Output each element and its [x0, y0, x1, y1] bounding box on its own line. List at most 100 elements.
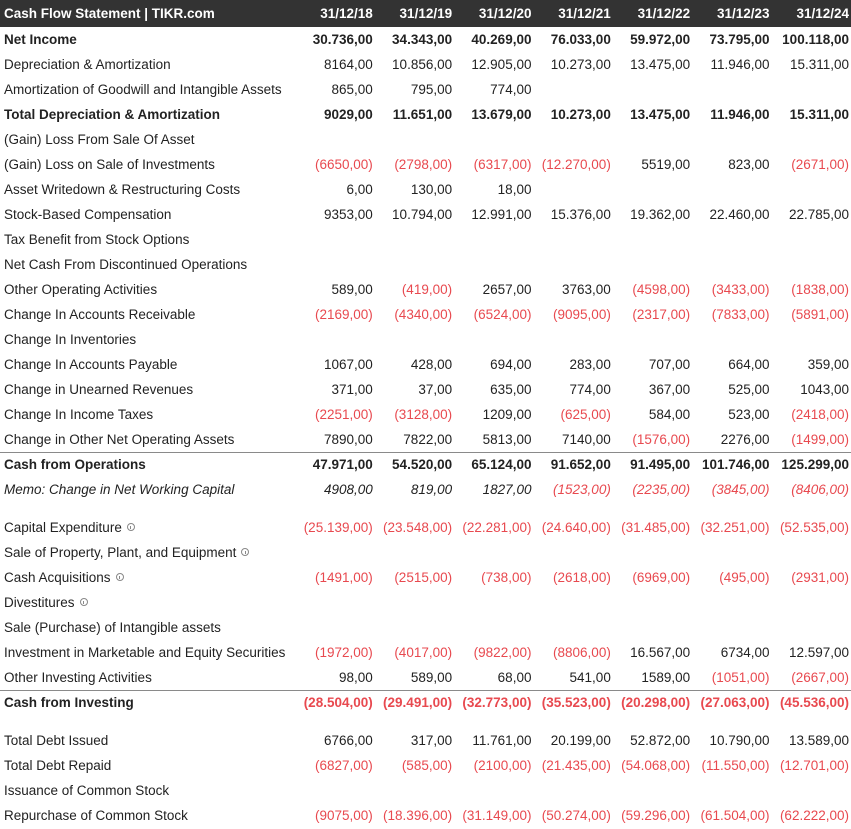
value-cell[interactable]: 584,00	[648, 407, 691, 422]
value-cell[interactable]: 91.652,00	[533, 451, 613, 477]
value-cell[interactable]: (21.435,00)	[541, 758, 611, 773]
value-cell[interactable]: (50.274,00)	[541, 808, 611, 823]
row-label[interactable]: Cash from Operations	[0, 451, 301, 477]
value-cell[interactable]: 100.118,00	[782, 32, 849, 47]
info-icon[interactable]	[241, 548, 250, 556]
value-cell[interactable]: (27.063,00)	[692, 689, 772, 715]
value-cell[interactable]: (4340,00)	[394, 307, 453, 322]
value-cell[interactable]: 4908,00	[323, 482, 373, 497]
value-cell[interactable]: (625,00)	[560, 407, 611, 422]
value-cell[interactable]: (9095,00)	[553, 307, 611, 322]
value-cell[interactable]: (20.298,00)	[612, 689, 693, 715]
value-cell[interactable]: 101.746,00	[692, 451, 772, 477]
row-label[interactable]: (Gain) Loss on Sale of Investments	[0, 152, 300, 177]
value-cell[interactable]: 7140,00	[562, 431, 611, 447]
value-cell[interactable]: 10.273,00	[550, 107, 611, 122]
value-cell[interactable]: 15.311,00	[789, 57, 849, 72]
value-cell[interactable]: (35.523,00)	[533, 689, 613, 715]
value-cell[interactable]: 2657,00	[482, 282, 532, 297]
row-label[interactable]: Total Depreciation & Amortization	[0, 102, 300, 127]
value-cell[interactable]: 12.905,00	[471, 57, 532, 72]
row-label[interactable]: Change In Accounts Receivable	[0, 302, 300, 327]
value-cell[interactable]: 865,00	[331, 82, 373, 97]
value-cell[interactable]: 774,00	[569, 382, 611, 397]
value-cell[interactable]: 589,00	[331, 282, 373, 297]
value-cell[interactable]: (54.068,00)	[621, 758, 691, 773]
value-cell[interactable]: (1491,00)	[314, 570, 373, 585]
value-cell[interactable]: (1499,00)	[791, 431, 849, 447]
value-cell[interactable]: (45.536,00)	[771, 689, 851, 715]
value-cell[interactable]: 635,00	[490, 382, 532, 397]
row-label[interactable]: Total Debt Issued	[0, 728, 300, 753]
value-cell[interactable]: 65.124,00	[454, 451, 534, 477]
value-cell[interactable]: 16.567,00	[630, 645, 691, 660]
value-cell[interactable]: 12.597,00	[788, 645, 849, 660]
value-cell[interactable]: (2671,00)	[791, 157, 849, 172]
value-cell[interactable]: (4598,00)	[632, 282, 691, 297]
value-cell[interactable]: (9075,00)	[314, 808, 373, 823]
row-label[interactable]: Depreciation & Amortization	[0, 52, 300, 77]
value-cell[interactable]: 428,00	[410, 357, 453, 372]
value-cell[interactable]: 707,00	[648, 357, 691, 372]
value-cell[interactable]: 1589,00	[641, 669, 691, 685]
row-label[interactable]: Other Investing Activities	[0, 665, 300, 690]
row-label[interactable]: Change in Other Net Operating Assets	[0, 427, 300, 452]
value-cell[interactable]: (6650,00)	[314, 157, 373, 172]
row-label[interactable]: Capital Expenditure	[0, 515, 300, 540]
row-label[interactable]: Memo: Change in Net Working Capital	[0, 477, 300, 502]
value-cell[interactable]: 130,00	[410, 182, 453, 197]
value-cell[interactable]: (3845,00)	[711, 482, 770, 497]
value-cell[interactable]: (6827,00)	[314, 758, 373, 773]
value-cell[interactable]: 22.460,00	[709, 207, 770, 222]
value-cell[interactable]: 73.795,00	[709, 32, 770, 47]
value-cell[interactable]: 5519,00	[641, 157, 691, 172]
value-cell[interactable]: (4017,00)	[394, 645, 453, 660]
value-cell[interactable]: 589,00	[410, 669, 453, 685]
value-cell[interactable]: 18,00	[497, 182, 532, 197]
value-cell[interactable]: 52.872,00	[630, 733, 691, 748]
value-cell[interactable]: 13.475,00	[630, 57, 691, 72]
value-cell[interactable]: 37,00	[418, 382, 453, 397]
row-label[interactable]: Change In Accounts Payable	[0, 352, 300, 377]
value-cell[interactable]: (22.281,00)	[462, 520, 532, 535]
value-cell[interactable]: (419,00)	[401, 282, 453, 297]
value-cell[interactable]: (52.535,00)	[779, 520, 849, 535]
period-header[interactable]: 31/12/20	[478, 6, 532, 21]
value-cell[interactable]: 13.589,00	[788, 733, 849, 748]
value-cell[interactable]: (2169,00)	[314, 307, 373, 322]
value-cell[interactable]: (2798,00)	[394, 157, 453, 172]
value-cell[interactable]: 523,00	[728, 407, 770, 422]
value-cell[interactable]: 1209,00	[482, 407, 532, 422]
value-cell[interactable]: (59.296,00)	[621, 808, 691, 823]
value-cell[interactable]: 11.761,00	[472, 733, 532, 748]
value-cell[interactable]: 1067,00	[323, 357, 373, 372]
value-cell[interactable]: (6524,00)	[473, 307, 532, 322]
row-label[interactable]: Total Debt Repaid	[0, 753, 300, 778]
value-cell[interactable]: 11.651,00	[392, 107, 453, 122]
row-label[interactable]: Change in Unearned Revenues	[0, 377, 300, 402]
value-cell[interactable]: (2667,00)	[791, 669, 849, 685]
value-cell[interactable]: 3763,00	[562, 282, 611, 297]
period-header[interactable]: 31/12/19	[399, 6, 453, 21]
value-cell[interactable]: (24.640,00)	[541, 520, 611, 535]
value-cell[interactable]: (61.504,00)	[700, 808, 770, 823]
value-cell[interactable]: (6317,00)	[473, 157, 532, 172]
value-cell[interactable]: 91.495,00	[612, 451, 693, 477]
row-label[interactable]: Tax Benefit from Stock Options	[0, 227, 300, 252]
value-cell[interactable]: 9353,00	[323, 207, 373, 222]
row-label[interactable]: Divestitures	[0, 590, 300, 615]
value-cell[interactable]: 54.520,00	[374, 451, 455, 477]
value-cell[interactable]: 819,00	[410, 482, 453, 497]
value-cell[interactable]: 13.475,00	[630, 107, 691, 122]
value-cell[interactable]: (2100,00)	[473, 758, 532, 773]
value-cell[interactable]: 9029,00	[323, 107, 373, 122]
value-cell[interactable]: 664,00	[728, 357, 770, 372]
value-cell[interactable]: (23.548,00)	[383, 520, 453, 535]
value-cell[interactable]: 76.033,00	[550, 32, 611, 47]
info-icon[interactable]	[79, 598, 88, 606]
value-cell[interactable]: (5891,00)	[791, 307, 849, 322]
row-label[interactable]: Change In Income Taxes	[0, 402, 300, 427]
value-cell[interactable]: (62.222,00)	[779, 808, 849, 823]
value-cell[interactable]: 30.736,00	[312, 32, 373, 47]
value-cell[interactable]: 6766,00	[323, 733, 373, 748]
